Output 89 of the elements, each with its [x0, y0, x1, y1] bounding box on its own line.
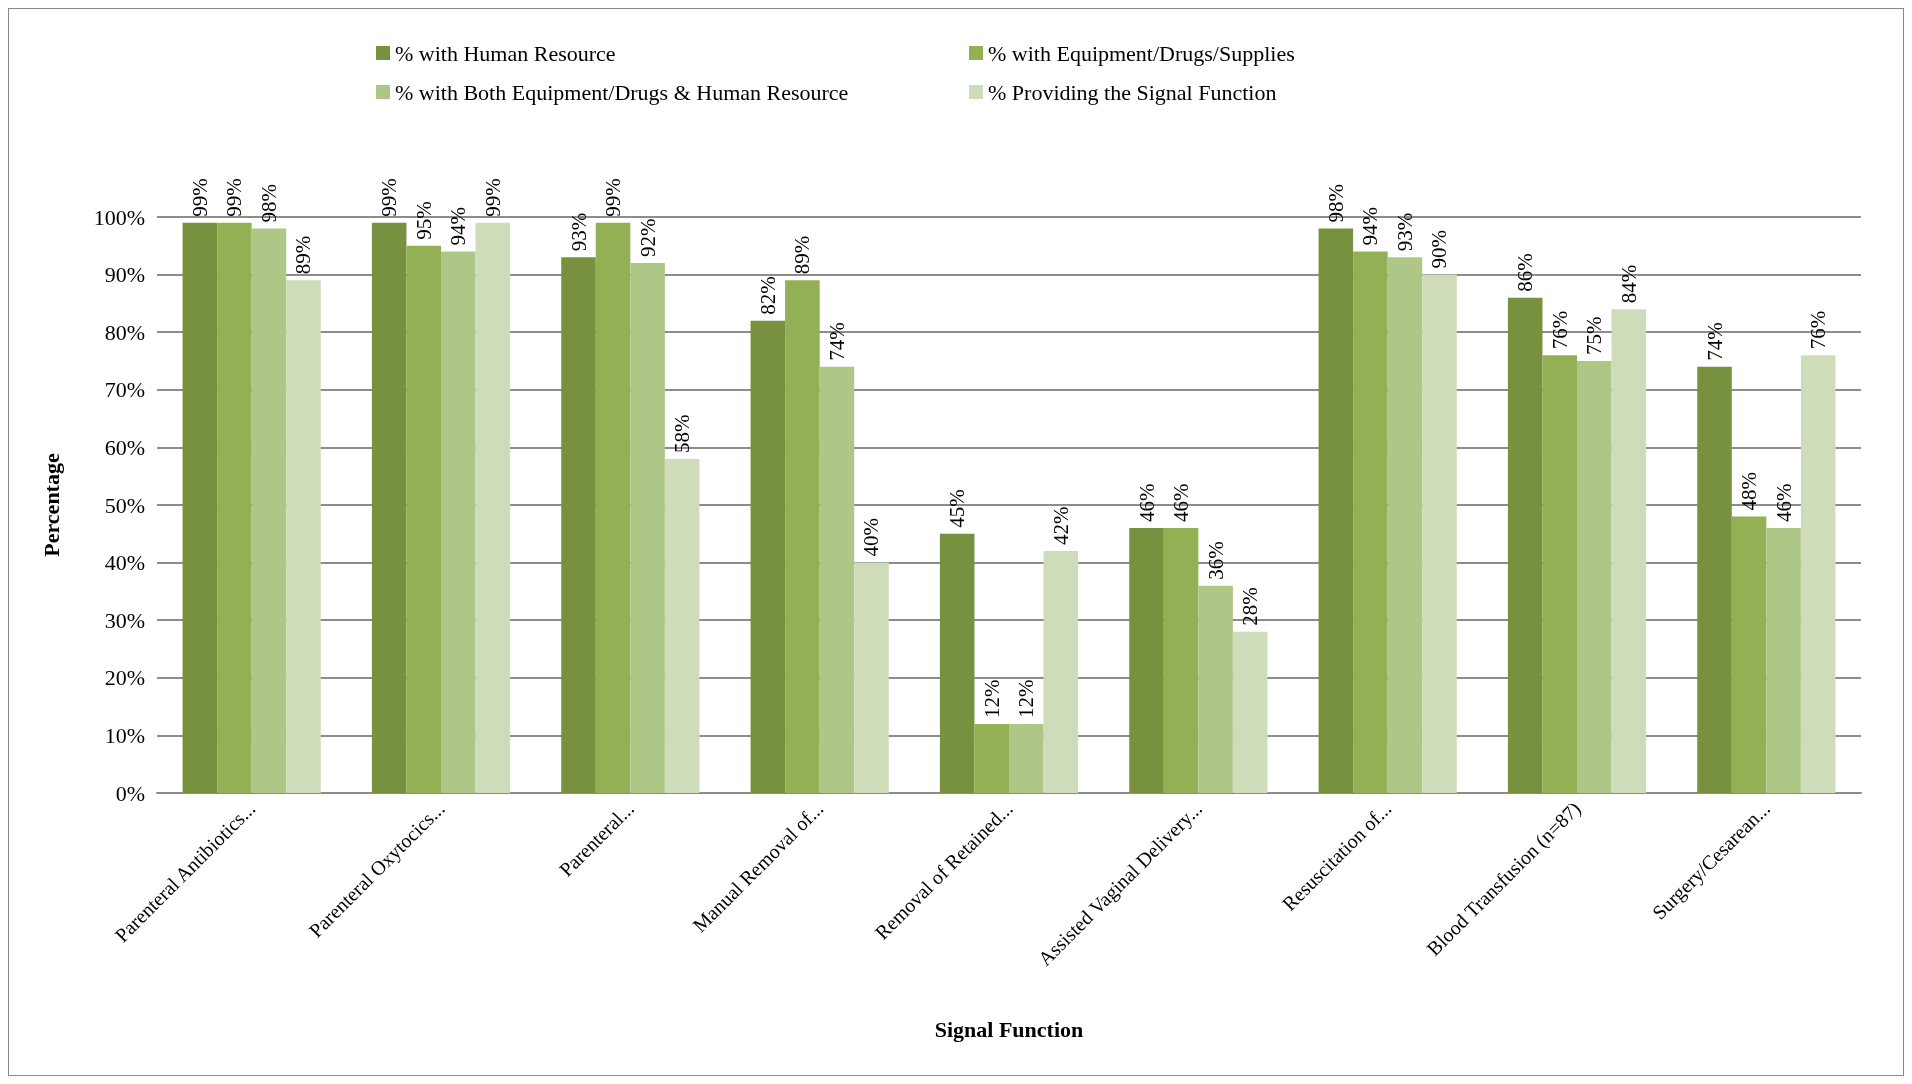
bar [1542, 355, 1577, 793]
data-label: 36% [1203, 541, 1228, 580]
data-label: 89% [291, 235, 316, 275]
data-label: 93% [1392, 212, 1417, 252]
bar [217, 222, 252, 793]
bar [182, 222, 218, 793]
y-tick-label: 80% [104, 319, 145, 345]
bar [939, 533, 975, 793]
bar [1318, 228, 1354, 793]
y-tick-label: 0% [115, 780, 145, 806]
data-label: 86% [1513, 253, 1538, 292]
bar [251, 228, 287, 793]
data-label: 74% [1702, 322, 1727, 361]
data-label: 76% [1547, 310, 1572, 350]
data-label: 12% [1014, 679, 1039, 718]
data-label: 99% [480, 178, 505, 217]
y-tick-label: 10% [104, 722, 145, 748]
data-label: 90% [1427, 230, 1452, 269]
data-label: 84% [1616, 264, 1641, 304]
data-label: 89% [790, 235, 815, 275]
bar [406, 245, 441, 793]
bar [630, 263, 665, 793]
bar [1800, 355, 1836, 793]
data-label: 95% [411, 201, 436, 240]
data-label: 58% [670, 414, 695, 453]
data-label: 75% [1582, 316, 1607, 355]
data-label: 98% [256, 184, 281, 223]
data-label: 92% [635, 218, 660, 258]
bar [1507, 297, 1543, 793]
bar [1697, 366, 1732, 793]
bar [1731, 516, 1767, 793]
bar [1387, 257, 1423, 793]
y-tick-label: 70% [104, 377, 145, 403]
bar [1232, 631, 1268, 793]
data-label: 76% [1806, 310, 1831, 350]
bar [286, 280, 321, 793]
data-label: 12% [979, 679, 1004, 718]
data-label: 46% [1169, 483, 1194, 523]
data-label: 94% [446, 207, 471, 246]
bar [441, 251, 476, 793]
y-tick-label: 90% [104, 262, 145, 288]
data-label: 74% [824, 322, 849, 361]
data-label: 93% [566, 212, 591, 252]
bar [1129, 528, 1164, 793]
bar [1043, 551, 1079, 793]
bar [1163, 528, 1199, 793]
x-axis-title: Signal Function [934, 1016, 1084, 1042]
bar [1353, 251, 1388, 793]
data-label: 98% [1323, 184, 1348, 223]
data-label: 40% [859, 518, 884, 557]
bar [819, 366, 855, 793]
bar [664, 458, 700, 793]
data-label: 45% [945, 489, 970, 528]
bar [595, 222, 631, 793]
bar [785, 280, 820, 793]
bar [750, 320, 786, 793]
y-tick-label: 100% [93, 204, 145, 230]
legend-label: % with Human Resource [395, 40, 616, 66]
bar [1766, 528, 1801, 793]
bar [974, 723, 1009, 793]
y-tick-label: 40% [104, 550, 145, 576]
data-label: 28% [1238, 587, 1263, 626]
legend-label: % Providing the Signal Function [988, 79, 1277, 105]
data-label: 99% [187, 178, 212, 217]
data-label: 48% [1737, 472, 1762, 511]
bar [1422, 274, 1457, 793]
y-tick-label: 50% [104, 492, 145, 518]
bar [371, 222, 407, 793]
legend-label: % with Equipment/Drugs/Supplies [988, 40, 1295, 66]
data-label: 99% [377, 178, 402, 217]
y-tick-label: 30% [104, 607, 145, 633]
data-label: 99% [222, 178, 247, 217]
bar [1611, 309, 1647, 793]
y-tick-label: 20% [104, 665, 145, 691]
data-label: 99% [601, 178, 626, 217]
y-axis-title: Percentage [38, 453, 64, 557]
bar [475, 222, 511, 793]
data-label: 82% [755, 276, 780, 315]
data-label: 46% [1134, 483, 1159, 523]
bar [1198, 585, 1233, 793]
bar [854, 562, 889, 793]
data-label: 46% [1771, 483, 1796, 523]
data-label: 94% [1358, 207, 1383, 246]
bar [561, 257, 596, 793]
y-tick-label: 60% [104, 434, 145, 460]
data-label: 42% [1048, 506, 1073, 546]
legend-label: % with Both Equipment/Drugs & Human Resource [395, 79, 849, 105]
bar [1577, 361, 1612, 793]
bar [1009, 723, 1044, 793]
